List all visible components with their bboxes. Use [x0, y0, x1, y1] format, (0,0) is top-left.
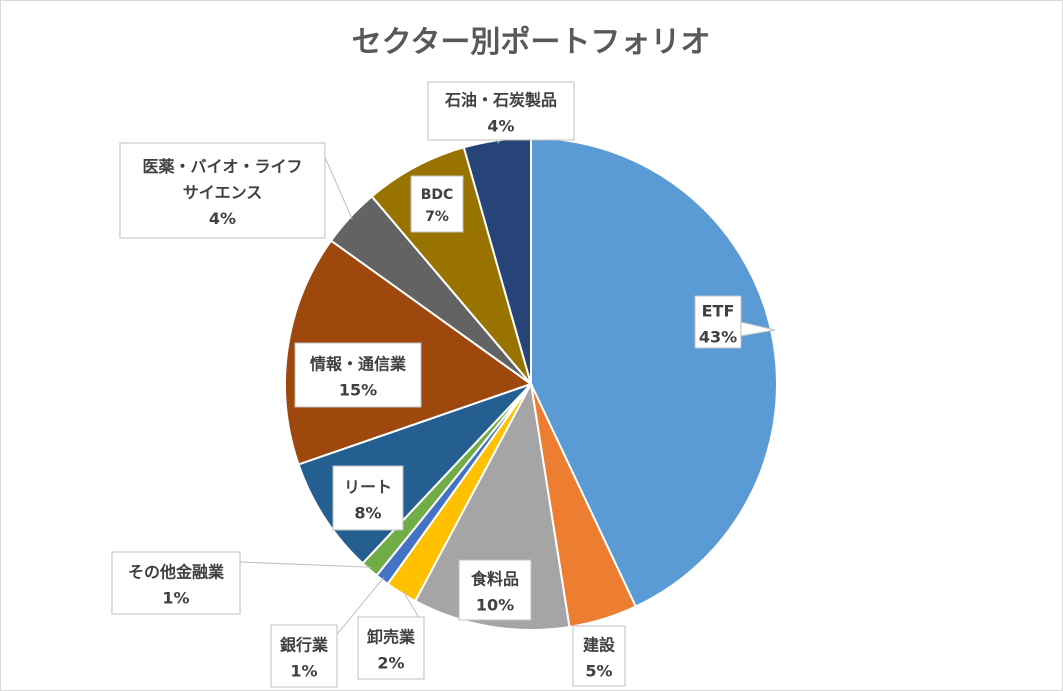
data-label: リート 8% — [332, 465, 404, 531]
slice-label: 食料品 — [470, 569, 519, 588]
slice-percentage: 10% — [476, 595, 514, 614]
slice-label: 卸売業 — [367, 627, 416, 646]
data-label: 建設 5% — [572, 625, 626, 687]
label-box — [332, 465, 404, 531]
slice-percentage: 15% — [339, 380, 377, 399]
data-label: BDC 7% — [410, 175, 464, 233]
label-box — [572, 625, 626, 687]
data-label: 情報・通信業 15% — [294, 342, 422, 408]
slice-percentage: 43% — [699, 327, 737, 346]
slice-label: ETF — [702, 301, 735, 320]
data-labels: ETF 43% 建設 5% 食料品 10% 卸売業 2% 銀行業 1% その他金融業 1% リート 8% 情… — [111, 81, 776, 688]
data-label: その他金融業 1% — [111, 551, 372, 615]
slice-percentage: 4% — [487, 116, 514, 135]
data-label: 食料品 10% — [458, 559, 532, 621]
slice-label: 情報・通信業 — [310, 354, 407, 373]
slice-label: 医薬・バイオ・ライフ — [142, 157, 302, 176]
slice-label: 石油・石炭製品 — [444, 90, 557, 109]
slice-percentage: 1% — [290, 661, 317, 680]
data-label: 銀行業 1% — [270, 577, 385, 688]
leader-line — [324, 157, 353, 220]
slice-percentage: 1% — [162, 588, 189, 607]
slice-percentage: 2% — [377, 653, 404, 672]
slice-label: サイエンス — [183, 183, 263, 202]
slice-percentage: 4% — [209, 209, 236, 228]
leader-line — [497, 139, 502, 144]
slice-label: 銀行業 — [280, 635, 329, 654]
data-label: ETF 43% — [694, 295, 776, 349]
chart-title: セクター別ポートフォリオ — [352, 25, 711, 60]
slice-label: その他金融業 — [128, 562, 225, 581]
slice-percentage: 8% — [354, 503, 381, 522]
slice-percentage: 7% — [425, 209, 449, 225]
data-label: 卸売業 2% — [357, 590, 425, 680]
leader-line — [336, 577, 385, 635]
slice-label: リート — [344, 477, 392, 496]
data-label: 石油・石炭製品 4% — [427, 81, 575, 144]
slice-label: BDC — [421, 187, 454, 203]
label-box — [270, 624, 338, 688]
label-box — [294, 342, 422, 408]
label-box — [427, 81, 575, 141]
label-box — [111, 551, 241, 615]
label-box — [694, 295, 742, 349]
slice-percentage: 5% — [585, 661, 612, 680]
slice-label: 建設 — [583, 635, 616, 654]
callout-pointer — [740, 321, 776, 337]
label-box — [119, 142, 326, 239]
leader-line — [239, 561, 372, 568]
label-box — [357, 616, 425, 680]
label-box — [458, 559, 532, 621]
label-box — [410, 175, 464, 233]
